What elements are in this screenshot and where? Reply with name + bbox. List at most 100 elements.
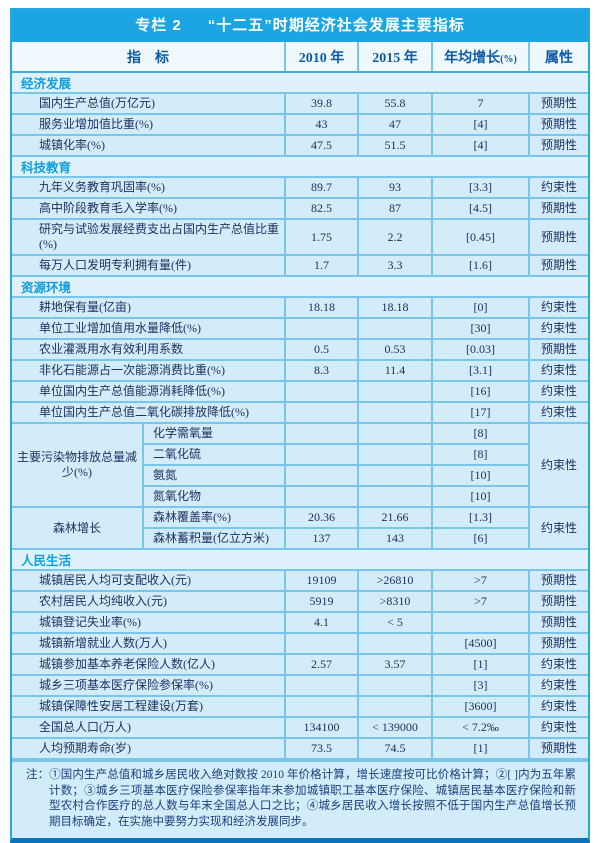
panel-title-text: “十二五”时期经济社会发展主要指标 bbox=[207, 17, 465, 34]
value-2010 bbox=[284, 485, 359, 508]
table-row: 全国总人口(万人) 134100 < 139000 < 7.2‰ 约束性 bbox=[12, 716, 588, 739]
attribute-cell: 约束性 bbox=[528, 359, 588, 382]
indicator-label: 城镇化率(%) bbox=[12, 134, 286, 157]
table-row: 高中阶段教育毛入学率(%) 82.5 87 [4.5] 预期性 bbox=[12, 197, 588, 220]
indicator-label: 人均预期寿命(岁) bbox=[12, 737, 286, 760]
group-label: 森林增长 bbox=[12, 506, 144, 550]
value-2010: 134100 bbox=[284, 716, 359, 739]
page: 专栏 2 “十二五”时期经济社会发展主要指标 指 标 2010 年 2015 年 … bbox=[10, 8, 590, 843]
value-growth: [17] bbox=[431, 401, 530, 424]
value-2015: 11.4 bbox=[357, 359, 433, 382]
attribute-cell: 预期性 bbox=[528, 611, 588, 634]
value-2015: 47 bbox=[357, 113, 433, 136]
table-row: 城乡三项基本医疗保险参保率(%) [3] 约束性 bbox=[12, 674, 588, 697]
attribute-cell: 预期性 bbox=[528, 113, 588, 136]
value-growth: [10] bbox=[431, 485, 529, 508]
value-growth: [3.3] bbox=[431, 176, 530, 199]
attribute-cell: 预期性 bbox=[528, 590, 588, 613]
value-2010: 18.18 bbox=[284, 296, 359, 319]
value-growth: [3] bbox=[431, 674, 530, 697]
table-row: 每万人口发明专利拥有量(件) 1.7 3.3 [1.6] 预期性 bbox=[12, 254, 588, 277]
value-2015: >8310 bbox=[357, 590, 433, 613]
indicator-label: 城镇新增就业人数(万人) bbox=[12, 632, 286, 655]
value-2015 bbox=[357, 422, 433, 445]
value-2010 bbox=[284, 695, 359, 718]
value-growth: [10] bbox=[431, 464, 529, 487]
value-2010: 1.7 bbox=[284, 254, 359, 277]
table-row: 城镇保障性安居工程建设(万套) [3600] 约束性 bbox=[12, 695, 588, 718]
value-2015: 3.57 bbox=[357, 653, 433, 676]
table-row: 非化石能源占一次能源消费比重(%) 8.3 11.4 [3.1] 约束性 bbox=[12, 359, 588, 382]
attribute-cell: 约束性 bbox=[528, 296, 588, 319]
indicator-label: 农业灌溉用水有效利用系数 bbox=[12, 338, 286, 361]
value-2010: 43 bbox=[284, 113, 359, 136]
table-row: 人均预期寿命(岁) 73.5 74.5 [1] 预期性 bbox=[12, 737, 588, 760]
attribute-cell: 约束性 bbox=[528, 695, 588, 718]
column-header-growth: 年均增长(%) bbox=[431, 42, 530, 73]
sub-indicator-label: 森林覆盖率(%) bbox=[142, 506, 286, 529]
value-2010 bbox=[284, 401, 359, 424]
value-2010: 89.7 bbox=[284, 176, 359, 199]
value-2010 bbox=[284, 317, 359, 340]
attribute-cell: 约束性 bbox=[528, 317, 588, 340]
table-row: 服务业增加值比重(%) 43 47 [4] 预期性 bbox=[12, 113, 588, 136]
value-2010: 4.1 bbox=[284, 611, 359, 634]
indicator-label: 城镇居民人均可支配收入(元) bbox=[12, 569, 286, 592]
value-2015: 18.18 bbox=[357, 296, 433, 319]
indicator-label: 单位工业增加值用水量降低(%) bbox=[12, 317, 286, 340]
indicator-label: 研究与试验发展经费支出占国内生产总值比重(%) bbox=[12, 218, 286, 256]
value-2015 bbox=[357, 380, 433, 403]
value-2010: 39.8 bbox=[284, 92, 359, 115]
indicator-label: 每万人口发明专利拥有量(件) bbox=[12, 254, 286, 277]
attribute-cell: 预期性 bbox=[528, 632, 588, 655]
column-header-indicator: 指 标 bbox=[12, 42, 286, 73]
section-label: 科技教育 bbox=[12, 155, 588, 178]
value-growth: [6] bbox=[431, 527, 529, 550]
value-growth bbox=[431, 611, 530, 634]
attribute-cell: 预期性 bbox=[528, 254, 588, 277]
value-growth: [1.3] bbox=[431, 506, 530, 529]
table-row: 二氧化硫 [8] bbox=[12, 443, 588, 466]
value-growth: [4] bbox=[431, 134, 530, 157]
value-2010: 8.3 bbox=[284, 359, 359, 382]
attribute-cell: 预期性 bbox=[528, 737, 588, 760]
section-header: 经济发展 bbox=[12, 71, 588, 94]
sub-indicator-label: 森林蓄积量(亿立方米) bbox=[143, 527, 286, 550]
table-row: 农业灌溉用水有效利用系数 0.5 0.53 [0.03] 预期性 bbox=[12, 338, 588, 361]
value-growth: >7 bbox=[431, 590, 530, 613]
column-header-2010: 2010 年 bbox=[284, 42, 359, 73]
section-label: 人民生活 bbox=[12, 548, 588, 571]
growth-header-unit: (%) bbox=[500, 53, 517, 65]
table-row: 城镇登记失业率(%) 4.1 < 5 预期性 bbox=[12, 611, 588, 634]
value-2010: 20.36 bbox=[284, 506, 359, 529]
table-row: 单位国内生产总值二氧化碳排放降低(%) [17] 约束性 bbox=[12, 401, 588, 424]
attribute-cell: 约束性 bbox=[528, 674, 588, 697]
section-header: 资源环境 bbox=[12, 275, 588, 298]
attribute-cell: 预期性 bbox=[528, 218, 588, 256]
table-row: 农村居民人均纯收入(元) 5919 >8310 >7 预期性 bbox=[12, 590, 588, 613]
table-row: 城镇参加基本养老保险人数(亿人) 2.57 3.57 [1] 约束性 bbox=[12, 653, 588, 676]
indicator-label: 城镇登记失业率(%) bbox=[12, 611, 286, 634]
value-growth: [0] bbox=[431, 296, 530, 319]
indicator-label: 单位国内生产总值能源消耗降低(%) bbox=[12, 380, 286, 403]
value-2010 bbox=[284, 380, 359, 403]
table-row: 九年义务教育巩固率(%) 89.7 93 [3.3] 约束性 bbox=[12, 176, 588, 199]
table-row: 城镇新增就业人数(万人) [4500] 预期性 bbox=[12, 632, 588, 655]
attribute-cell: 预期性 bbox=[528, 197, 588, 220]
attribute-cell: 预期性 bbox=[528, 92, 588, 115]
footnotes: 注：①国内生产总值和城乡居民收入绝对数按 2010 年价格计算，增长速度按可比价… bbox=[12, 760, 588, 838]
attribute-cell: 约束性 bbox=[528, 401, 588, 424]
table-header-row: 指 标 2010 年 2015 年 年均增长(%) 属性 bbox=[12, 42, 588, 73]
value-2010: 19109 bbox=[284, 569, 359, 592]
value-2015: < 139000 bbox=[357, 716, 433, 739]
value-2015: 51.5 bbox=[357, 134, 433, 157]
table-row: 城镇化率(%) 47.5 51.5 [4] 预期性 bbox=[12, 134, 588, 157]
value-2015 bbox=[357, 632, 433, 655]
value-2015 bbox=[357, 695, 433, 718]
table-row: 主要污染物排放总量减少(%) 化学需氧量 [8] 约束性 bbox=[12, 422, 588, 508]
value-2015 bbox=[357, 674, 433, 697]
section-label: 经济发展 bbox=[12, 71, 588, 94]
value-2010: 1.75 bbox=[284, 218, 359, 256]
value-2015: 55.8 bbox=[357, 92, 433, 115]
value-2010 bbox=[284, 674, 359, 697]
